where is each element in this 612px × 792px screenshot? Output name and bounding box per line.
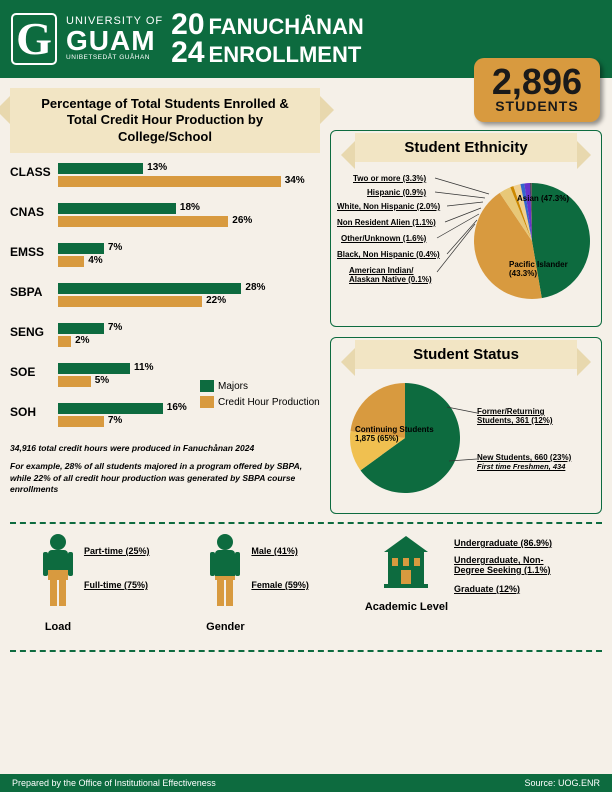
student-count: 2,896: [492, 66, 582, 98]
left-column: Percentage of Total Students Enrolled & …: [10, 82, 320, 514]
bar-majors: 11%: [58, 363, 130, 374]
college-banner: Percentage of Total Students Enrolled & …: [10, 88, 320, 153]
univ-main: GUAM: [66, 27, 163, 55]
bar-row: SBPA28% 22%: [10, 283, 320, 309]
building-icon: [376, 532, 436, 592]
footer-left: Prepared by the Office of Institutional …: [12, 778, 216, 788]
footer-right: Source: UOG.ENR: [524, 778, 600, 788]
gender-female: Female (59%): [251, 580, 309, 590]
bar-legend: Majors Credit Hour Production: [200, 380, 320, 412]
bar-credits: 34%: [58, 176, 281, 187]
status-panel: Student Status Continuing Students1,875 …: [330, 337, 602, 514]
semester-title: 20FANUCHÅNAN 24ENROLLMENT: [171, 11, 364, 68]
pie-label: Hispanic (0.9%): [367, 188, 426, 197]
bar-row: CLASS13% 34%: [10, 163, 320, 189]
uog-logo: G: [10, 12, 58, 66]
pie-label: White, Non Hispanic (2.0%): [337, 202, 440, 211]
ethnicity-pie: Asian (47.3%) Pacific Islander(43.3%) Two …: [337, 166, 595, 316]
bar-label: SBPA: [10, 283, 58, 299]
footnote-2: For example, 28% of all students majored…: [10, 461, 320, 497]
load-fulltime: Full-time (75%): [84, 580, 150, 590]
pie-label: Two or more (3.3%): [353, 174, 426, 183]
bar-row: SENG7% 2%: [10, 323, 320, 349]
gender-block: Gender Male (41%) Female (59%): [205, 532, 309, 642]
gender-male: Male (41%): [251, 546, 309, 556]
pie-label: Asian (47.3%): [517, 194, 569, 203]
pie-label: Black, Non Hispanic (0.4%): [337, 250, 440, 259]
svg-text:G: G: [16, 13, 52, 64]
bar-credits: 22%: [58, 296, 202, 307]
bar-label: CNAS: [10, 203, 58, 219]
level-block: Academic Level Undergraduate (86.9%) Und…: [365, 532, 574, 642]
pie-label: Former/ReturningStudents, 361 (12%): [477, 407, 553, 425]
status-pie: Continuing Students1,875 (65%) Former/Ret…: [337, 373, 595, 503]
pie-label: Continuing Students1,875 (65%): [355, 425, 455, 443]
bar-label: SENG: [10, 323, 58, 339]
ethnicity-title: Student Ethnicity: [355, 133, 577, 162]
status-title: Student Status: [355, 340, 577, 369]
student-count-label: STUDENTS: [492, 98, 582, 114]
legend-swatch-green: [200, 380, 214, 392]
bar-majors: 28%: [58, 283, 241, 294]
pie-label: New Students, 660 (23%)First time Freshm…: [477, 453, 571, 471]
bar-credits: 4%: [58, 256, 84, 267]
pie-label: American Indian/Alaskan Native (0.1%): [349, 266, 439, 284]
bar-label: SOH: [10, 403, 58, 419]
pie-label: Non Resident Alien (1.1%): [337, 218, 436, 227]
footer: Prepared by the Office of Institutional …: [0, 774, 612, 792]
bar-label: CLASS: [10, 163, 58, 179]
bar-credits: 26%: [58, 216, 228, 227]
load-parttime: Part-time (25%): [84, 546, 150, 556]
bar-majors: 7%: [58, 243, 104, 254]
bar-label: SOE: [10, 363, 58, 379]
bar-credits: 2%: [58, 336, 71, 347]
level-nondegree: Undergraduate, Non-Degree Seeking (1.1%): [454, 556, 574, 576]
bar-majors: 18%: [58, 203, 176, 214]
univ-sub: UNIBETSEDÅT GUÅHAN: [66, 55, 163, 62]
footnote-1: 34,916 total credit hours were produced …: [10, 443, 320, 455]
legend-swatch-orange: [200, 396, 214, 408]
right-column: Student Ethnicity Asian (47.3%) Pacific I…: [330, 82, 602, 514]
university-name: UNIVERSITY OF GUAM UNIBETSEDÅT GUÅHAN: [66, 16, 163, 62]
person-icon: [205, 532, 245, 612]
bar-majors: 13%: [58, 163, 143, 174]
level-undergrad: Undergraduate (86.9%): [454, 538, 574, 548]
bar-row: CNAS18% 26%: [10, 203, 320, 229]
ethnicity-panel: Student Ethnicity Asian (47.3%) Pacific I…: [330, 130, 602, 327]
load-block: Load Part-time (25%) Full-time (75%): [38, 532, 150, 642]
person-icon: [38, 532, 78, 612]
bottom-section: Load Part-time (25%) Full-time (75%) Gen…: [10, 522, 602, 652]
student-count-box: 2,896 STUDENTS: [474, 58, 600, 122]
pie-label: Other/Unknown (1.6%): [341, 234, 426, 243]
bar-credits: 5%: [58, 376, 91, 387]
bar-majors: 7%: [58, 323, 104, 334]
bar-majors: 16%: [58, 403, 163, 414]
level-grad: Graduate (12%): [454, 584, 574, 594]
pie-label: Pacific Islander(43.3%): [509, 260, 568, 278]
bar-row: EMSS7% 4%: [10, 243, 320, 269]
bar-credits: 7%: [58, 416, 104, 427]
bar-label: EMSS: [10, 243, 58, 259]
